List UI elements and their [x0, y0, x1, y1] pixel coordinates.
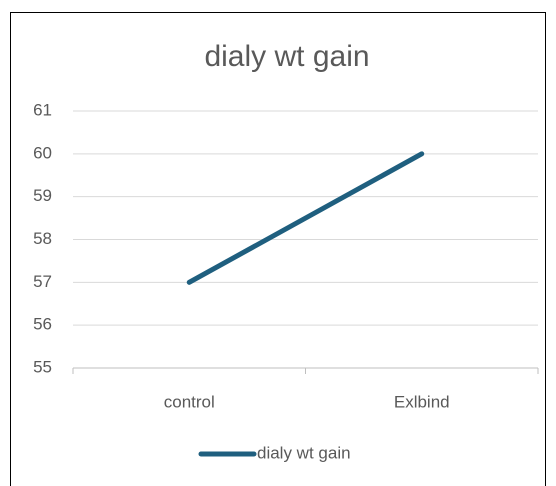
- legend-label: dialy wt gain: [257, 443, 351, 462]
- x-tick-label: control: [164, 392, 215, 411]
- line-series: [186, 151, 425, 285]
- y-tick-label: 59: [33, 186, 52, 205]
- x-tick-label: Exlbind: [394, 392, 450, 411]
- y-tick-label: 56: [33, 315, 52, 334]
- chart-border: [10, 12, 546, 486]
- chart-title: dialy wt gain: [204, 40, 369, 73]
- y-tick-label: 55: [33, 357, 52, 376]
- y-tick-label: 58: [33, 229, 52, 248]
- y-tick-label: 61: [33, 100, 52, 119]
- y-tick-label: 60: [33, 143, 52, 162]
- y-tick-label: 57: [33, 272, 52, 291]
